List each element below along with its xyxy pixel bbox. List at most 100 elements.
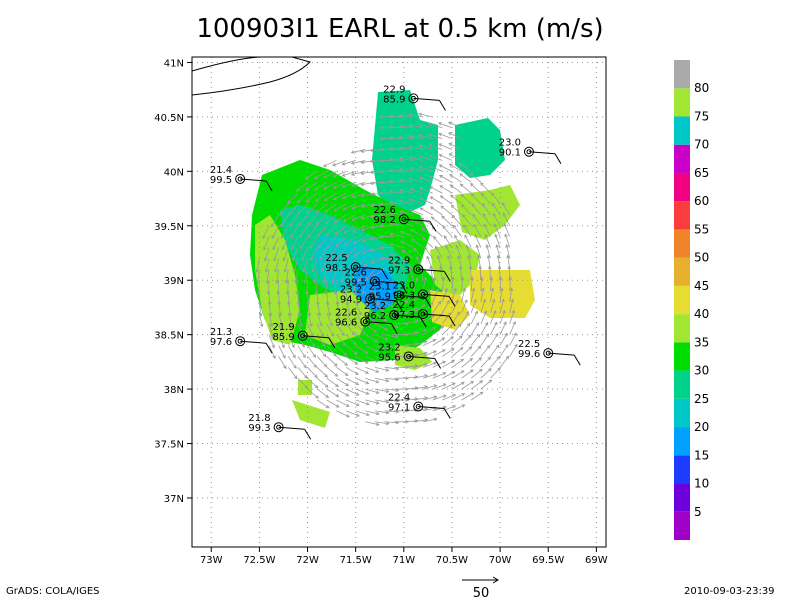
wind-vector-head xyxy=(504,332,508,337)
wind-vector-head xyxy=(437,300,442,305)
wind-vector xyxy=(454,235,462,248)
wind-vector xyxy=(352,214,366,221)
station-temperature: 22.9 xyxy=(383,84,405,95)
wind-vector-head xyxy=(303,364,307,369)
wind-vector xyxy=(445,245,453,259)
wind-vector xyxy=(461,277,464,292)
wind-vector-head xyxy=(355,392,360,396)
wind-vector-head xyxy=(450,336,454,340)
wind-vector xyxy=(419,197,433,205)
wind-barb-feather xyxy=(265,342,273,354)
wind-vector-head xyxy=(473,223,477,228)
wind-vector-head xyxy=(470,392,475,396)
wind-vector-head xyxy=(428,165,433,169)
wind-vector xyxy=(275,258,280,273)
wind-barb xyxy=(374,280,401,284)
wind-vector xyxy=(403,420,418,423)
wind-vector-head xyxy=(301,344,305,348)
wind-vector-head xyxy=(408,166,413,171)
wind-vector xyxy=(302,258,308,272)
wind-vector-head xyxy=(341,195,346,200)
wind-vector-head xyxy=(308,233,312,238)
wind-vector xyxy=(317,225,328,237)
wind-vector xyxy=(490,277,492,292)
wind-barb-feather xyxy=(400,283,408,294)
wind-vector-head xyxy=(405,376,410,381)
wind-barb xyxy=(302,335,329,339)
wind-vector xyxy=(420,217,433,227)
wind-vector xyxy=(492,213,501,226)
wind-vector-head xyxy=(369,148,374,153)
wind-vector-head xyxy=(439,185,444,189)
wind-vector-head xyxy=(448,142,453,147)
wind-vector xyxy=(316,399,329,409)
wind-vector xyxy=(428,144,443,150)
wind-barb-feather xyxy=(573,354,581,366)
wind-vector-head xyxy=(432,327,436,331)
wind-vector-head xyxy=(375,390,380,394)
wind-vector-head xyxy=(355,381,360,386)
wind-vector xyxy=(315,280,318,295)
wind-vector xyxy=(490,288,494,303)
station-humidity: 95.9 xyxy=(369,291,391,302)
wind-vector xyxy=(323,269,328,284)
wind-vector xyxy=(469,266,472,281)
wind-vector-head xyxy=(375,359,380,363)
wind-vector xyxy=(296,280,299,295)
wind-vector-head xyxy=(293,365,297,369)
wind-vector-head xyxy=(385,389,390,393)
wind-vector xyxy=(466,245,472,259)
colorbar-segment xyxy=(674,116,690,145)
wind-vector-head xyxy=(385,368,390,372)
wind-vector-head xyxy=(369,159,374,164)
wind-vector-head xyxy=(464,234,468,239)
wind-vector-head xyxy=(329,268,334,272)
wind-vector-head xyxy=(275,280,279,285)
wind-vector xyxy=(401,250,414,259)
wind-vector xyxy=(345,301,351,316)
wind-vector-head xyxy=(462,287,467,292)
wind-vector-head xyxy=(369,225,374,230)
wind-vector xyxy=(440,266,443,281)
wind-vector-head xyxy=(408,156,413,160)
wind-vector-head xyxy=(280,223,284,228)
wind-vector xyxy=(469,172,482,183)
wind-vector xyxy=(355,334,367,344)
wind-vector xyxy=(309,236,318,249)
wind-vector-head xyxy=(409,208,414,213)
wind-vector-head xyxy=(398,124,403,129)
station-humidity: 96.2 xyxy=(364,311,386,322)
wind-vector xyxy=(509,344,518,357)
wind-vector xyxy=(365,269,376,281)
wind-vector xyxy=(351,192,366,198)
station-humidity: 97.1 xyxy=(388,403,410,414)
wind-vector xyxy=(399,147,414,150)
wind-vector xyxy=(342,160,356,165)
wind-vector-head xyxy=(433,395,438,399)
wind-vector xyxy=(432,349,446,357)
wind-vector-head xyxy=(324,373,328,378)
wind-vector-head xyxy=(436,255,441,260)
station-temperature: 22.6 xyxy=(335,308,357,319)
wind-vector xyxy=(332,160,347,166)
wind-vector xyxy=(403,294,417,303)
wind-vector xyxy=(409,124,424,129)
wind-vector xyxy=(461,323,471,335)
wind-vector xyxy=(431,216,443,227)
wind-vector xyxy=(344,236,356,246)
wind-vector xyxy=(470,322,480,335)
wind-vector-head xyxy=(480,182,484,187)
wind-vector xyxy=(336,301,341,316)
wind-vector xyxy=(422,289,431,303)
wind-vector-head xyxy=(460,358,465,363)
wind-vector-head xyxy=(448,153,453,157)
wind-vector-head xyxy=(419,290,424,295)
wind-vector-head xyxy=(405,387,410,391)
chart-title: 100903I1 EARL at 0.5 km (m/s) xyxy=(196,14,604,44)
wind-vector xyxy=(365,377,379,383)
wind-vector-head xyxy=(345,382,350,387)
wind-vector xyxy=(400,231,414,238)
wind-vector-head xyxy=(375,379,380,384)
wind-vector-head xyxy=(311,268,315,273)
wind-vector-head xyxy=(340,279,345,284)
